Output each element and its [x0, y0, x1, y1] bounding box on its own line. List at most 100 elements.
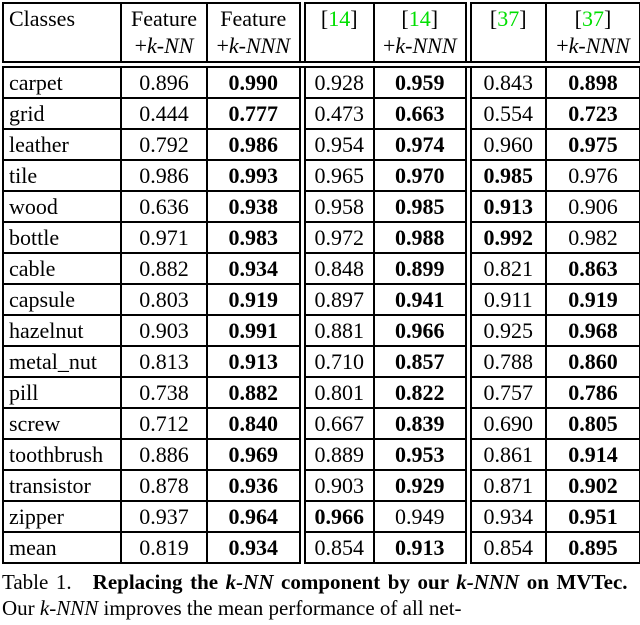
metric-cell-transistor-feature-knnn: 0.936 [206, 469, 303, 502]
metric-cell-screw-ref14: 0.667 [298, 407, 375, 440]
col-header-feature-knn: Feature +k-NN [120, 2, 208, 68]
metric-cell-leather-feature-knn: 0.792 [120, 128, 208, 161]
metric-cell-bottle-feature-knnn: 0.983 [206, 221, 303, 254]
table-row-wood: wood 0.636 0.938 0.958 0.985 0.913 0.906 [2, 190, 640, 223]
table-row-hazelnut: hazelnut 0.903 0.991 0.881 0.966 0.925 0.968 [2, 314, 640, 347]
metric-cell-screw-ref37-knnn: 0.805 [545, 407, 640, 440]
row-label: screw [2, 407, 122, 440]
col-header-ref37: [37] [464, 2, 547, 68]
metric-cell-capsule-feature-knn: 0.803 [120, 283, 208, 316]
metric-cell-pill-ref14: 0.801 [298, 376, 375, 409]
citation-link-37[interactable]: [37] [574, 6, 612, 31]
metric-cell-mean-ref37-knnn: 0.895 [545, 531, 640, 564]
metric-cell-cable-ref37: 0.821 [464, 252, 547, 285]
citation-number[interactable]: 14 [408, 6, 431, 31]
row-label: zipper [2, 500, 122, 533]
metric-cell-toothbrush-feature-knn: 0.886 [120, 438, 208, 471]
row-label: cable [2, 252, 122, 285]
row-label: leather [2, 128, 122, 161]
metric-cell-transistor-ref37-knnn: 0.902 [545, 469, 640, 502]
caption-segment: Table 1. [2, 570, 72, 594]
metric-cell-bottle-feature-knn: 0.971 [120, 221, 208, 254]
table-row-grid: grid 0.444 0.777 0.473 0.663 0.554 0.723 [2, 97, 640, 130]
table-row-tile: tile 0.986 0.993 0.965 0.970 0.985 0.976 [2, 159, 640, 192]
metric-cell-cable-ref14-knnn: 0.899 [373, 252, 469, 285]
metric-cell-capsule-ref37: 0.911 [464, 283, 547, 316]
metric-cell-carpet-ref37-knnn: 0.898 [545, 63, 640, 99]
citation-link-14[interactable]: [14] [320, 6, 358, 31]
caption-segment [72, 570, 93, 594]
method-variant-label: +k-NNN [216, 33, 291, 58]
method-variant-label: +k-NNN [382, 33, 457, 58]
caption-segment: k-NNN [39, 596, 99, 620]
metric-cell-hazelnut-ref37-knnn: 0.968 [545, 314, 640, 347]
metric-cell-grid-ref14: 0.473 [298, 97, 375, 130]
metric-cell-wood-ref37: 0.913 [464, 190, 547, 223]
metric-cell-tile-ref37-knnn: 0.976 [545, 159, 640, 192]
citation-label: [37] [475, 5, 543, 32]
metric-cell-screw-feature-knn: 0.712 [120, 407, 208, 440]
caption-segment: Our [2, 570, 639, 620]
metric-cell-wood-ref37-knnn: 0.906 [545, 190, 640, 223]
caption-segment: Replacing the [92, 570, 226, 594]
metric-cell-zipper-feature-knnn: 0.964 [206, 500, 303, 533]
table-row-cable: cable 0.882 0.934 0.848 0.899 0.821 0.863 [2, 252, 640, 285]
metric-cell-hazelnut-feature-knn: 0.903 [120, 314, 208, 347]
row-label: capsule [2, 283, 122, 316]
metric-cell-leather-ref37: 0.960 [464, 128, 547, 161]
metric-cell-metal_nut-ref14-knnn: 0.857 [373, 345, 469, 378]
metric-cell-metal_nut-ref14: 0.710 [298, 345, 375, 378]
metric-cell-tile-ref14: 0.965 [298, 159, 375, 192]
citation-number[interactable]: 14 [328, 6, 351, 31]
table-row-leather: leather 0.792 0.986 0.954 0.974 0.960 0.975 [2, 128, 640, 161]
col-header-feature-knnn: Feature +k-NNN [206, 2, 303, 68]
metric-cell-pill-ref37: 0.757 [464, 376, 547, 409]
metric-cell-bottle-ref37: 0.992 [464, 221, 547, 254]
citation-link-14[interactable]: [14] [401, 6, 439, 31]
metric-cell-capsule-feature-knnn: 0.919 [206, 283, 303, 316]
metric-cell-mean-ref37: 0.854 [464, 531, 547, 564]
metric-cell-leather-ref37-knnn: 0.975 [545, 128, 640, 161]
metric-cell-toothbrush-feature-knnn: 0.969 [206, 438, 303, 471]
header-row: Classes Feature +k-NN Feature +k-NNN [14] [1… [2, 2, 640, 68]
method-name-label: Feature [131, 6, 197, 31]
metric-cell-zipper-ref37-knnn: 0.951 [545, 500, 640, 533]
caption-segment: on MVTec. [519, 570, 628, 594]
metric-cell-capsule-ref14: 0.897 [298, 283, 375, 316]
metric-cell-tile-ref37: 0.985 [464, 159, 547, 192]
metric-cell-toothbrush-ref14-knnn: 0.953 [373, 438, 469, 471]
metric-cell-metal_nut-ref37: 0.788 [464, 345, 547, 378]
metric-cell-toothbrush-ref14: 0.889 [298, 438, 375, 471]
method-variant-label [309, 32, 371, 58]
metric-cell-hazelnut-ref14-knnn: 0.966 [373, 314, 469, 347]
row-label: pill [2, 376, 122, 409]
metric-cell-wood-feature-knnn: 0.938 [206, 190, 303, 223]
row-label: grid [2, 97, 122, 130]
metric-cell-capsule-ref37-knnn: 0.919 [545, 283, 640, 316]
metric-cell-wood-ref14: 0.958 [298, 190, 375, 223]
metric-cell-mean-feature-knnn: 0.934 [206, 531, 303, 564]
metric-cell-grid-ref14-knnn: 0.663 [373, 97, 469, 130]
metric-cell-screw-ref37: 0.690 [464, 407, 547, 440]
caption-segment: k-NN [225, 570, 274, 594]
metric-cell-carpet-ref14: 0.928 [298, 63, 375, 99]
metric-cell-zipper-ref14-knnn: 0.949 [373, 500, 469, 533]
citation-number[interactable]: 37 [582, 6, 604, 31]
table-row-bottle: bottle 0.971 0.983 0.972 0.988 0.992 0.982 [2, 221, 640, 254]
metric-cell-grid-ref37-knnn: 0.723 [545, 97, 640, 130]
citation-link-37[interactable]: [37] [489, 6, 527, 31]
table-row-toothbrush: toothbrush 0.886 0.969 0.889 0.953 0.861 0.914 [2, 438, 640, 471]
metric-cell-capsule-ref14-knnn: 0.941 [373, 283, 469, 316]
table-row-transistor: transistor 0.878 0.936 0.903 0.929 0.871 0.902 [2, 469, 640, 502]
caption-segment: improves the mean performance of all net… [98, 596, 462, 620]
metric-cell-bottle-ref14: 0.972 [298, 221, 375, 254]
classes-label: Classes [9, 6, 75, 31]
metric-cell-leather-ref14: 0.954 [298, 128, 375, 161]
table-body: carpet 0.896 0.990 0.928 0.959 0.843 0.898 grid… [2, 63, 640, 564]
method-variant-label: +k-NNN [556, 33, 630, 58]
metric-cell-cable-feature-knnn: 0.934 [206, 252, 303, 285]
citation-number[interactable]: 37 [497, 6, 520, 31]
col-header-ref14: [14] [298, 2, 375, 68]
metric-cell-pill-ref37-knnn: 0.786 [545, 376, 640, 409]
table-row-mean: mean 0.819 0.934 0.854 0.913 0.854 0.895 [2, 531, 640, 564]
